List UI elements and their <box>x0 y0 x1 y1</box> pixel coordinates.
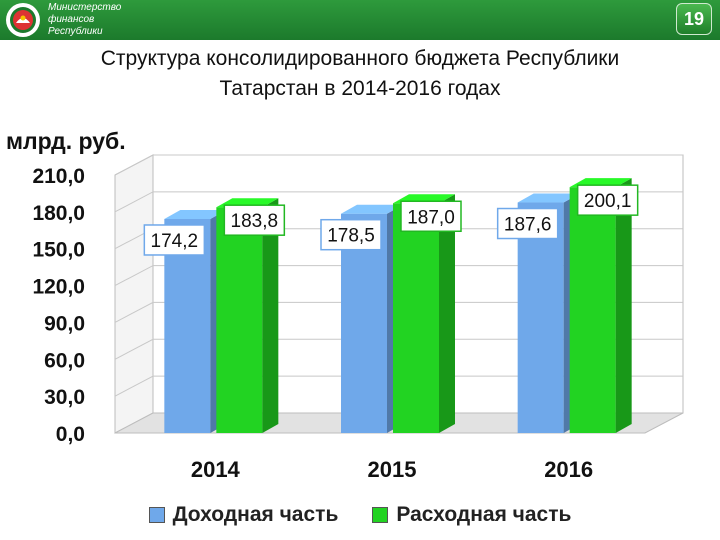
y-tick-label: 180,0 <box>32 202 85 225</box>
budget-bar-chart: 0,0 30,0 60,0 90,0 120,0 150,0 180,0 210,0 174,2… <box>32 154 684 482</box>
y-tick-label: 0,0 <box>56 423 85 446</box>
chart-side-wall <box>114 154 154 434</box>
y-tick-label: 150,0 <box>32 239 85 262</box>
bar-side <box>439 194 455 433</box>
data-label: 178,5 <box>327 226 375 247</box>
data-label: 174,2 <box>151 231 199 252</box>
chart-legend: Доходная часть Расходная часть <box>0 500 720 530</box>
legend-item-income: Доходная часть <box>148 503 339 527</box>
y-tick-label: 120,0 <box>32 276 85 299</box>
data-label: 187,6 <box>504 215 552 236</box>
x-tick-label: 2015 <box>368 457 417 482</box>
data-label-box <box>223 204 286 236</box>
bar <box>517 202 564 433</box>
y-tick-label: 210,0 <box>32 165 85 188</box>
slide-title-line-2: Татарстан в 2014-2016 годах <box>219 77 501 100</box>
slide-title: Структура консолидированного бюджета Рес… <box>10 44 710 104</box>
y-tick-label: 60,0 <box>44 349 85 372</box>
gridline <box>114 301 683 323</box>
tatarstan-emblem-icon <box>6 3 40 37</box>
gridline <box>114 338 683 360</box>
legend-item-expense: Расходная часть <box>372 503 571 527</box>
gridline <box>114 265 683 287</box>
header-bar: Министерство финансов Республики 19 <box>0 0 720 40</box>
bar-top <box>517 193 580 203</box>
gridline <box>114 154 683 176</box>
y-tick-label: 30,0 <box>44 386 85 409</box>
data-label-box <box>320 218 382 251</box>
data-label: 200,1 <box>584 191 632 212</box>
y-tick-label: 90,0 <box>44 312 85 335</box>
bar <box>569 187 616 433</box>
bar-side <box>615 178 632 433</box>
bar-side <box>262 198 279 433</box>
bar <box>393 203 439 433</box>
legend-label-expense: Расходная часть <box>396 503 572 526</box>
y-axis-unit-label: млрд. руб. <box>6 128 126 154</box>
slide-title-line-1: Структура консолидированного бюджета Рес… <box>100 47 620 70</box>
x-tick-label: 2014 <box>191 457 241 482</box>
data-label: 187,0 <box>407 207 455 228</box>
legend-label-income: Доходная часть <box>172 503 339 526</box>
page-number-badge: 19 <box>676 3 712 35</box>
legend-swatch-income <box>148 507 165 523</box>
data-label-box <box>576 184 639 216</box>
bar <box>216 207 263 433</box>
bar-top <box>341 204 403 214</box>
ministry-name: Министерство финансов Республики <box>48 2 122 37</box>
data-label-box <box>496 207 559 240</box>
bar-top <box>164 209 227 219</box>
data-label-box <box>143 224 206 256</box>
data-label: 183,8 <box>231 211 279 232</box>
x-tick-label: 2016 <box>544 457 593 482</box>
gridline <box>114 191 683 213</box>
data-label-box <box>400 200 462 233</box>
legend-swatch-expense <box>372 507 389 523</box>
gridline <box>114 375 683 397</box>
